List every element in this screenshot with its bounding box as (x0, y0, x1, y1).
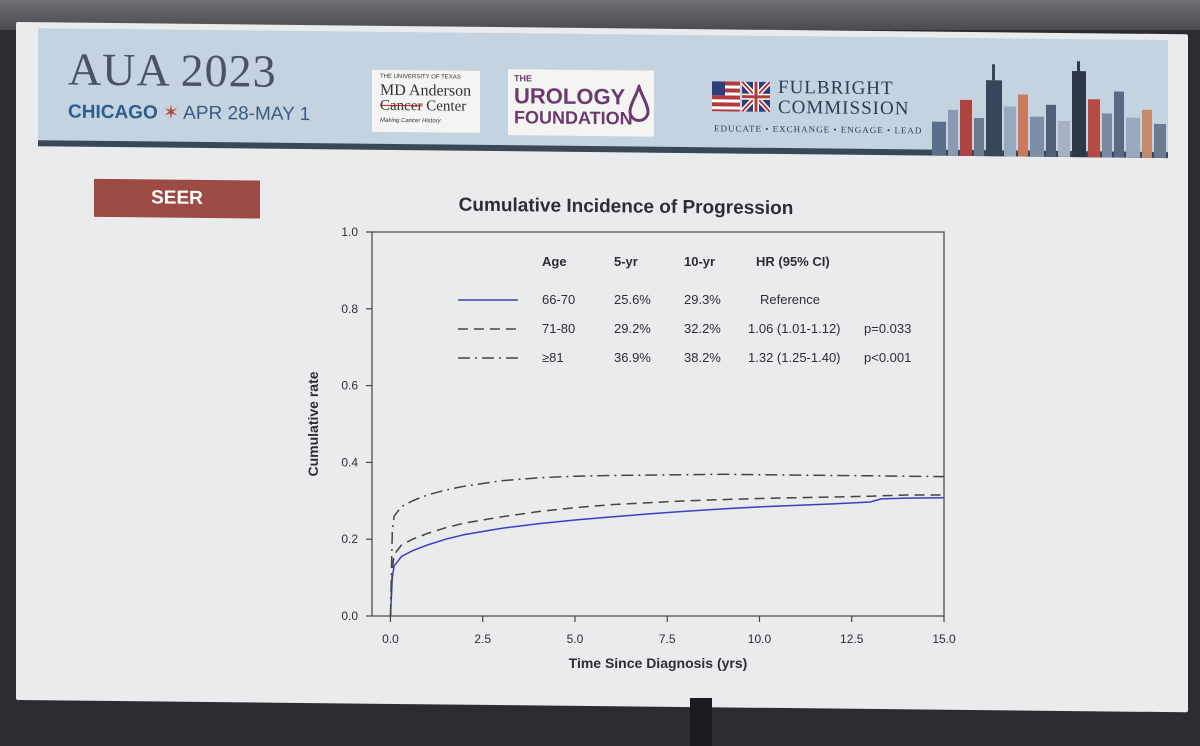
x-tick-label: 5.0 (567, 632, 584, 646)
series-line-0 (389, 496, 945, 617)
conference-banner: AUA 2023 CHICAGO ✶ APR 28-MAY 1 THE UNIV… (38, 28, 1168, 159)
x-tick-label: 12.5 (840, 632, 864, 646)
y-axis-label: Cumulative rate (305, 371, 321, 476)
x-tick-label: 15.0 (932, 632, 956, 646)
legend-5yr-0: 25.6% (614, 292, 651, 307)
projector-stand (690, 698, 712, 746)
flags-icon (712, 81, 770, 112)
legend-5yr-2: 36.9% (614, 350, 651, 365)
legend-header-5yr: 5-yr (614, 254, 638, 269)
y-tick-label: 0.8 (341, 302, 358, 316)
legend-10yr-0: 29.3% (684, 292, 721, 307)
legend-hr-0: Reference (760, 292, 820, 307)
x-axis-label: Time Since Diagnosis (yrs) (569, 655, 748, 671)
x-tick-label: 10.0 (748, 632, 772, 646)
projection-screen: AUA 2023 CHICAGO ✶ APR 28-MAY 1 THE UNIV… (16, 22, 1188, 713)
legend-header-age: Age (542, 254, 567, 269)
plot-frame (371, 231, 945, 617)
legend-hr-2: 1.32 (1.25-1.40) (748, 350, 841, 365)
series-line-1 (389, 494, 944, 617)
legend-header-10yr: 10-yr (684, 254, 715, 269)
legend-p-1: p=0.033 (864, 321, 911, 336)
drop-icon (628, 84, 650, 123)
legend-hr-1: 1.06 (1.01-1.12) (748, 321, 841, 336)
legend-header-hr: HR (95% CI) (756, 254, 830, 269)
urology-foundation-logo: THE UROLOGY FOUNDATION (508, 69, 654, 137)
x-tick-label: 0.0 (382, 632, 399, 646)
y-tick-label: 0.0 (341, 609, 358, 623)
chicago-skyline-illustration (932, 61, 1166, 159)
legend-age-1: 71-80 (542, 321, 575, 336)
series-line-2 (389, 473, 945, 617)
x-tick-label: 7.5 (659, 632, 676, 646)
y-tick-label: 0.2 (341, 532, 358, 546)
legend-p-2: p<0.001 (864, 350, 911, 365)
legend-age-2: ≥81 (542, 350, 564, 365)
y-tick-label: 0.6 (341, 379, 358, 393)
y-tick-label: 0.4 (341, 455, 358, 469)
legend-10yr-2: 38.2% (684, 350, 721, 365)
y-tick-label: 1.0 (341, 225, 358, 239)
x-tick-label: 2.5 (474, 632, 491, 646)
legend-5yr-1: 29.2% (614, 321, 651, 336)
legend-age-0: 66-70 (542, 292, 575, 307)
legend-10yr-1: 32.2% (684, 321, 721, 336)
